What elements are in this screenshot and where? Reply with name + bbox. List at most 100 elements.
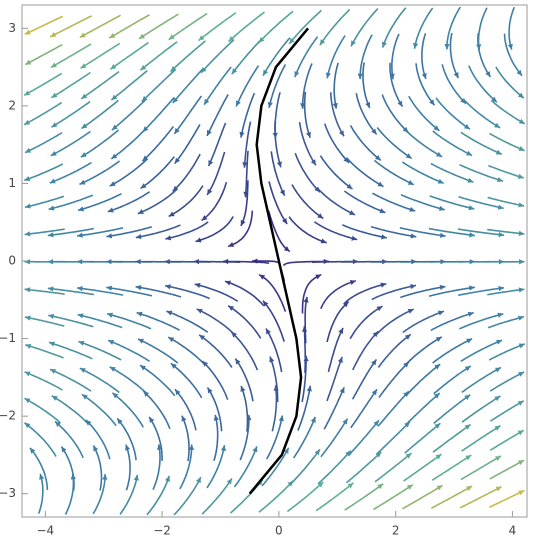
stream-line [491, 100, 526, 125]
stream-line [24, 397, 61, 424]
stream-line [137, 338, 179, 364]
stream-line [291, 184, 324, 220]
stream-arrow [239, 131, 245, 138]
stream-arrow [199, 334, 206, 341]
stream-line [461, 395, 501, 423]
stream-line [404, 422, 441, 454]
stream-arrow [495, 149, 502, 155]
stream-arrow [283, 447, 289, 454]
stream-arrow [464, 424, 471, 430]
stream-arrow [77, 286, 83, 292]
stream-line [315, 482, 354, 512]
stream-line [408, 95, 440, 132]
stream-arrow [421, 72, 427, 79]
stream-arrow [494, 455, 501, 461]
stream-line [76, 287, 124, 296]
stream-line [111, 392, 144, 428]
stream-arrow [172, 97, 179, 104]
stream-line [326, 301, 350, 343]
stream-arrow [294, 71, 300, 78]
stream-line [49, 161, 92, 184]
stream-line [169, 40, 207, 73]
stream-line [349, 305, 383, 340]
stream-line [24, 15, 64, 36]
stream-arrow [61, 446, 67, 453]
stream-arrow [434, 423, 441, 429]
stream-arrow [315, 274, 322, 280]
stream-arrow [166, 310, 173, 316]
stream-arrow [517, 92, 524, 99]
stream-line [109, 366, 148, 395]
stream-arrow [25, 59, 32, 65]
stream-line [222, 260, 270, 264]
stream-line [461, 424, 501, 452]
stream-arrow [495, 486, 502, 492]
stream-arrow [231, 331, 237, 338]
stream-arrow [518, 372, 525, 377]
stream-line [24, 228, 65, 236]
stream-line [477, 7, 488, 50]
stream-line [207, 122, 227, 167]
stream-line [261, 447, 290, 487]
stream-arrow [109, 181, 116, 187]
stream-arrow [281, 218, 288, 224]
stream-line [317, 450, 352, 485]
stream-arrow [380, 282, 387, 288]
stream-line [441, 64, 467, 105]
stream-arrow [48, 313, 55, 319]
stream-arrow [332, 102, 338, 109]
stream-line [262, 300, 285, 342]
stream-arrow [175, 389, 181, 396]
stream-line [167, 336, 206, 366]
stream-arrow [464, 123, 470, 130]
stream-arrow [50, 150, 57, 156]
stream-arrow [143, 391, 150, 397]
stream-arrow [320, 238, 327, 244]
stream-arrow [112, 392, 119, 399]
stream-arrow [464, 366, 471, 372]
stream-arrow [252, 258, 258, 264]
stream-arrow [497, 204, 504, 210]
stream-line [25, 344, 64, 359]
stream-line [457, 228, 505, 236]
stream-arrow [140, 183, 147, 189]
stream-arrow [172, 185, 179, 192]
stream-line [135, 285, 182, 298]
stream-line [164, 284, 210, 300]
x-tick-label: 2 [392, 524, 400, 538]
stream-arrow [518, 230, 525, 236]
stream-field [23, 6, 526, 516]
stream-arrow [467, 311, 474, 317]
stream-arrow [107, 312, 113, 318]
stream-line [381, 94, 409, 134]
stream-arrow [24, 371, 31, 377]
stream-arrow [337, 357, 343, 363]
stream-line [142, 97, 175, 133]
stream-line [37, 473, 44, 514]
stream-line [477, 33, 492, 78]
stream-arrow [81, 123, 88, 129]
stream-arrow [314, 186, 320, 193]
stream-arrow [466, 150, 473, 156]
stream-line [206, 445, 226, 489]
stream-arrow [207, 129, 212, 136]
stream-arrow [181, 415, 187, 422]
stream-line [168, 185, 204, 218]
stream-line [23, 101, 63, 126]
stream-line [198, 334, 233, 368]
stream-line [458, 196, 504, 210]
stream-line [459, 485, 502, 509]
stream-line [463, 98, 501, 129]
stream-line [288, 9, 322, 45]
stream-arrow [194, 282, 201, 288]
stream-line [47, 287, 95, 296]
stream-arrow [235, 100, 241, 107]
stream-arrow [435, 454, 442, 460]
stream-line [301, 355, 307, 403]
stream-line [77, 313, 123, 329]
stream-arrow [265, 328, 271, 335]
stream-line [174, 124, 201, 165]
stream-line [181, 415, 190, 462]
stream-line [301, 63, 313, 109]
stream-line [267, 210, 291, 253]
